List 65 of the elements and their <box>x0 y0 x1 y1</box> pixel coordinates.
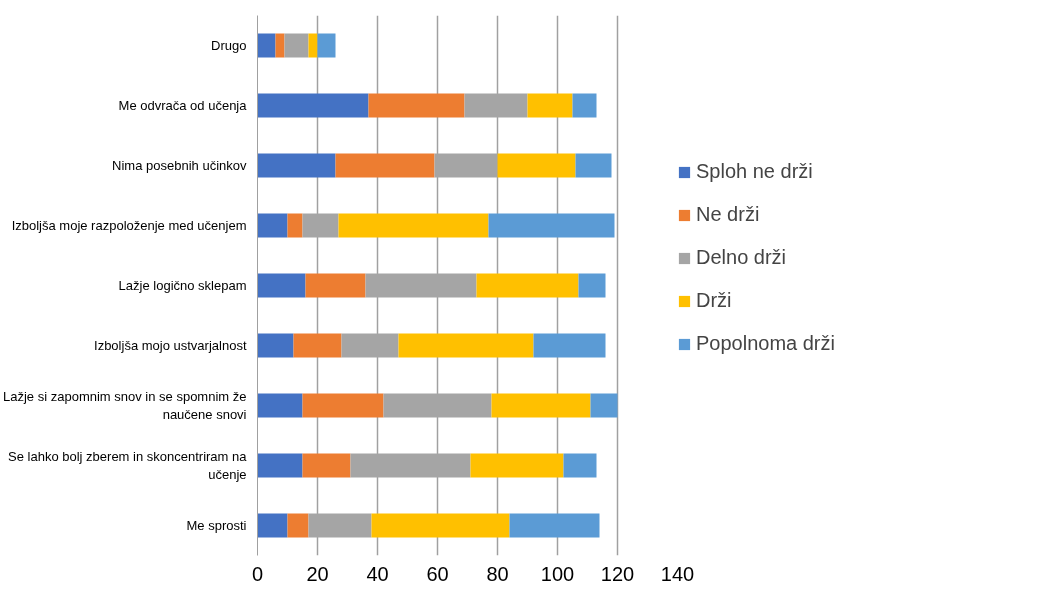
bar <box>305 273 366 298</box>
bar <box>350 453 471 478</box>
bar <box>590 393 618 418</box>
bar <box>509 513 600 538</box>
bar <box>563 453 597 478</box>
x-tick-label: 40 <box>366 562 389 585</box>
bar <box>275 33 285 58</box>
bar <box>491 393 591 418</box>
bar <box>257 513 288 538</box>
bar <box>497 153 576 178</box>
bar <box>284 33 309 58</box>
bar <box>308 33 318 58</box>
y-tick-label: Se lahko bolj zberem in skoncentriram na učenje <box>8 449 248 482</box>
bar <box>383 393 492 418</box>
bar <box>293 333 342 358</box>
bar <box>338 213 489 238</box>
bar <box>476 273 579 298</box>
bar <box>575 153 612 178</box>
x-tick-label: 100 <box>540 562 575 585</box>
bar <box>371 513 510 538</box>
x-tick-label: 60 <box>426 562 449 585</box>
bar <box>257 393 303 418</box>
bar <box>257 273 306 298</box>
y-tick-label: Izboljša moje razpoloženje med učenjem <box>11 218 247 233</box>
y-tick-label: Me sprosti <box>186 518 247 533</box>
legend-label: Popolnoma drži <box>696 332 835 355</box>
legend-label: Ne drži <box>696 203 760 226</box>
bar <box>527 93 573 118</box>
y-tick-label: Izboljša mojo ustvarjalnost <box>94 338 247 353</box>
bar <box>533 333 606 358</box>
bar <box>398 333 534 358</box>
bar <box>257 213 288 238</box>
legend-label: Sploh ne drži <box>696 160 813 183</box>
y-tick-label: Nima posebnih učinkov <box>112 158 247 173</box>
bar <box>335 153 435 178</box>
bar <box>488 213 615 238</box>
bar <box>257 33 276 58</box>
y-tick-label: Me odvrača od učenja <box>118 98 248 113</box>
bar <box>302 393 384 418</box>
bar <box>365 273 477 298</box>
legend-label: Delno drži <box>696 246 787 269</box>
bar <box>287 213 303 238</box>
y-tick-label: Drugo <box>211 38 247 53</box>
y-tick-label: Lažje logično sklepam <box>118 278 247 293</box>
bar <box>257 93 369 118</box>
x-tick-label: 20 <box>306 562 329 585</box>
x-tick-label: 0 <box>251 562 264 585</box>
x-tick-label: 140 <box>660 562 695 585</box>
bar <box>257 333 294 358</box>
bar <box>572 93 597 118</box>
bar <box>257 453 303 478</box>
bar <box>287 513 309 538</box>
x-tick-label: 120 <box>600 562 635 585</box>
y-tick-label: Lažje si zapomnim snov in se spomnim že naučene snovi <box>3 389 247 422</box>
x-tick-label: 80 <box>486 562 509 585</box>
bar <box>257 153 336 178</box>
bar <box>464 93 528 118</box>
bar <box>368 93 465 118</box>
bar <box>302 453 351 478</box>
bar <box>317 33 336 58</box>
legend-label: Drži <box>696 289 732 312</box>
bar <box>341 333 399 358</box>
bar <box>578 273 606 298</box>
bar <box>434 153 498 178</box>
bar <box>470 453 564 478</box>
